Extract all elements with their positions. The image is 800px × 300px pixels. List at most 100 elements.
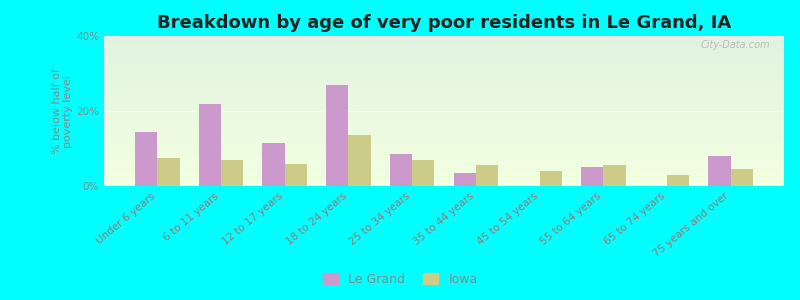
Bar [104, 110, 784, 111]
Bar [104, 114, 784, 115]
Bar [104, 143, 784, 144]
Bar [104, 52, 784, 53]
Bar [104, 164, 784, 165]
Y-axis label: % below half of
poverty level: % below half of poverty level [52, 68, 74, 154]
Bar [104, 108, 784, 109]
Bar [104, 165, 784, 166]
Bar [104, 48, 784, 49]
Bar [104, 60, 784, 61]
Bar [104, 45, 784, 46]
Bar [104, 158, 784, 159]
Bar [454, 173, 476, 186]
Bar [104, 102, 784, 103]
Bar [262, 143, 285, 186]
Bar [104, 144, 784, 145]
Bar [104, 109, 784, 110]
Bar [104, 81, 784, 82]
Bar [104, 106, 784, 107]
Bar [104, 167, 784, 168]
Bar [104, 117, 784, 118]
Bar [104, 82, 784, 83]
Bar [104, 112, 784, 113]
Bar [104, 92, 784, 93]
Bar [104, 36, 784, 37]
Bar [104, 44, 784, 45]
Bar [104, 80, 784, 81]
Bar [104, 148, 784, 149]
Bar [104, 175, 784, 176]
Bar [104, 82, 784, 83]
Bar [104, 173, 784, 174]
Bar [104, 53, 784, 54]
Bar [104, 157, 784, 158]
Bar [104, 160, 784, 161]
Bar [104, 129, 784, 130]
Bar [104, 97, 784, 98]
Bar [104, 182, 784, 183]
Bar [104, 113, 784, 114]
Bar [104, 78, 784, 79]
Bar [104, 84, 784, 85]
Bar [104, 50, 784, 51]
Bar [104, 61, 784, 62]
Bar [326, 85, 349, 186]
Bar [104, 58, 784, 59]
Bar [104, 88, 784, 89]
Bar [104, 101, 784, 102]
Bar [104, 172, 784, 173]
Bar [104, 85, 784, 86]
Bar [581, 167, 603, 186]
Bar [135, 132, 158, 186]
Bar [104, 51, 784, 52]
Bar [104, 103, 784, 104]
Bar [104, 149, 784, 150]
Bar [104, 169, 784, 170]
Bar [221, 160, 243, 186]
Bar [104, 75, 784, 76]
Bar [104, 62, 784, 63]
Bar [730, 169, 753, 186]
Bar [104, 86, 784, 87]
Bar [104, 142, 784, 143]
Bar [104, 116, 784, 117]
Bar [104, 119, 784, 120]
Bar [104, 72, 784, 73]
Bar [104, 95, 784, 96]
Bar [104, 104, 784, 105]
Bar [198, 103, 221, 186]
Bar [104, 168, 784, 169]
Bar [104, 127, 784, 128]
Bar [104, 56, 784, 57]
Legend: Le Grand, Iowa: Le Grand, Iowa [318, 268, 482, 291]
Bar [104, 160, 784, 161]
Bar [104, 133, 784, 134]
Bar [104, 134, 784, 135]
Bar [104, 77, 784, 78]
Bar [104, 37, 784, 38]
Bar [104, 124, 784, 125]
Bar [104, 107, 784, 108]
Bar [104, 122, 784, 123]
Bar [104, 171, 784, 172]
Bar [104, 141, 784, 142]
Bar [412, 160, 434, 186]
Bar [104, 105, 784, 106]
Bar [104, 169, 784, 170]
Bar [104, 162, 784, 163]
Bar [104, 57, 784, 58]
Bar [104, 55, 784, 56]
Bar [104, 178, 784, 179]
Title: Breakdown by age of very poor residents in Le Grand, IA: Breakdown by age of very poor residents … [157, 14, 731, 32]
Bar [104, 87, 784, 88]
Bar [104, 138, 784, 139]
Bar [104, 98, 784, 99]
Bar [104, 151, 784, 152]
Bar [390, 154, 412, 186]
Bar [104, 118, 784, 119]
Bar [349, 135, 370, 186]
Bar [104, 163, 784, 164]
Bar [104, 118, 784, 119]
Bar [104, 100, 784, 101]
Bar [104, 139, 784, 140]
Bar [104, 70, 784, 71]
